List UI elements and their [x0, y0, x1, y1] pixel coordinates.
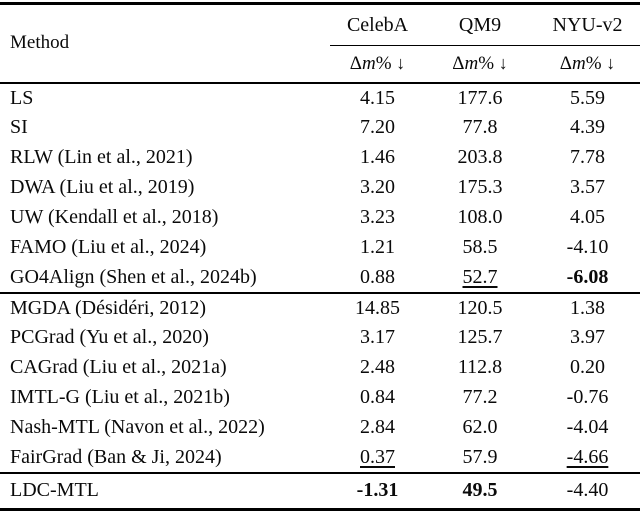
delta-symbol: Δ: [452, 52, 465, 74]
value-cell: 108.0: [457, 206, 503, 228]
value-cell: 0.88: [360, 265, 395, 288]
value-cell: 0.84: [360, 386, 395, 408]
table-row: SI 7.20 77.8 4.39: [0, 113, 640, 143]
mtl-results-table: Method CelebA QM9 NYU-v2 Δm% ↓ Δm% ↓ Δm%…: [0, 2, 640, 511]
value-cell: -0.76: [566, 386, 609, 408]
value-cell: 3.23: [360, 206, 395, 228]
value-cell: 77.8: [462, 116, 498, 138]
table-row: RLW (Lin et al., 2021) 1.46 203.8 7.78: [0, 143, 640, 173]
delta-symbol: Δ: [559, 52, 572, 74]
down-arrow-icon: ↓: [396, 52, 406, 73]
m-variable: m: [464, 52, 479, 74]
value-cell: 3.20: [360, 176, 395, 198]
value-cell: 112.8: [457, 356, 503, 378]
dataset-header-celeba: CelebA: [330, 3, 425, 46]
table-row: LDC-MTL -1.31 49.5 -4.40: [0, 473, 640, 510]
table-row: DWA (Liu et al., 2019) 3.20 175.3 3.57: [0, 173, 640, 203]
value-cell: 14.85: [355, 296, 400, 319]
value-cell: 1.46: [360, 146, 395, 168]
method-cell: UW (Kendall et al., 2018): [10, 206, 219, 228]
metric-header-row: Δm% ↓ Δm% ↓ Δm% ↓: [0, 46, 640, 83]
method-cell: Nash-MTL (Navon et al., 2022): [10, 416, 265, 438]
value-cell: 5.59: [570, 86, 605, 109]
dataset-header-nyu-v2: NYU-v2: [535, 3, 640, 46]
method-cell: RLW (Lin et al., 2021): [10, 146, 193, 168]
table-row: GO4Align (Shen et al., 2024b) 0.88 52.7 -6.…: [0, 263, 640, 293]
table-header: Method CelebA QM9 NYU-v2 Δm% ↓ Δm% ↓ Δm%…: [0, 3, 640, 83]
value-cell: 3.57: [570, 176, 605, 198]
value-cell: -4.66: [566, 445, 609, 468]
value-cell: -4.10: [566, 236, 609, 258]
dataset-header-qm9: QM9: [425, 3, 535, 46]
value-cell: 77.2: [462, 386, 498, 408]
value-cell: 3.97: [570, 326, 605, 348]
value-cell: 58.5: [462, 236, 498, 258]
down-arrow-icon: ↓: [606, 52, 616, 73]
value-cell: 0.37: [360, 445, 395, 468]
percent-symbol: %: [585, 52, 607, 74]
table-row: LS 4.15 177.6 5.59: [0, 83, 640, 113]
m-variable: m: [361, 52, 376, 74]
metric-header-qm9: Δm% ↓: [425, 46, 535, 83]
value-cell: 49.5: [462, 479, 498, 502]
method-cell: LDC-MTL: [10, 479, 99, 502]
value-cell: 4.15: [360, 86, 395, 109]
method-cell: CAGrad (Liu et al., 2021a): [10, 356, 227, 378]
value-cell: 7.78: [570, 146, 605, 168]
method-cell: GO4Align (Shen et al., 2024b): [10, 265, 257, 288]
dataset-header-row: Method CelebA QM9 NYU-v2: [0, 3, 640, 53]
value-cell: 0.20: [570, 356, 605, 378]
delta-symbol: Δ: [349, 52, 362, 74]
table-row: UW (Kendall et al., 2018) 3.23 108.0 4.05: [0, 203, 640, 233]
table-group-proposed-method: LDC-MTL -1.31 49.5 -4.40: [0, 472, 640, 510]
method-cell: FAMO (Liu et al., 2024): [10, 236, 207, 258]
value-cell: 2.48: [360, 356, 395, 378]
method-cell: LS: [10, 86, 34, 109]
value-cell: -4.40: [566, 479, 609, 502]
value-cell: 3.17: [360, 326, 395, 348]
value-cell: 203.8: [457, 146, 503, 168]
table-row: IMTL-G (Liu et al., 2021b) 0.84 77.2 -0.76: [0, 383, 640, 413]
value-cell: 57.9: [462, 445, 498, 468]
value-cell: -1.31: [356, 479, 399, 502]
value-cell: 125.7: [457, 326, 503, 348]
method-column-header: Method: [10, 32, 70, 54]
value-cell: -4.04: [566, 416, 609, 438]
value-cell: 120.5: [457, 296, 503, 319]
value-cell: 4.39: [570, 116, 605, 138]
value-cell: 7.20: [360, 116, 395, 138]
table-row: PCGrad (Yu et al., 2020) 3.17 125.7 3.97: [0, 323, 640, 353]
method-cell: MGDA (Désidéri, 2012): [10, 296, 207, 319]
table-row: MGDA (Désidéri, 2012) 14.85 120.5 1.38: [0, 293, 640, 323]
method-cell: IMTL-G (Liu et al., 2021b): [10, 386, 230, 408]
table-row: CAGrad (Liu et al., 2021a) 2.48 112.8 0.20: [0, 353, 640, 383]
value-cell: 52.7: [462, 265, 498, 288]
table-row: FairGrad (Ban & Ji, 2024) 0.37 57.9 -4.66: [0, 443, 640, 473]
value-cell: 4.05: [570, 206, 605, 228]
value-cell: 62.0: [462, 416, 498, 438]
table-row: FAMO (Liu et al., 2024) 1.21 58.5 -4.10: [0, 233, 640, 263]
table-row: Nash-MTL (Navon et al., 2022) 2.84 62.0 -4.…: [0, 413, 640, 443]
value-cell: 177.6: [457, 86, 503, 109]
metric-header-celeba: Δm% ↓: [330, 46, 425, 83]
table-group-gradient-methods: MGDA (Désidéri, 2012) 14.85 120.5 1.38 PCGra…: [0, 292, 640, 473]
method-cell: SI: [10, 116, 28, 138]
method-cell: FairGrad (Ban & Ji, 2024): [10, 445, 222, 468]
value-cell: 1.21: [360, 236, 395, 258]
down-arrow-icon: ↓: [498, 52, 508, 73]
method-cell: PCGrad (Yu et al., 2020): [10, 326, 209, 348]
value-cell: 2.84: [360, 416, 395, 438]
m-variable: m: [571, 52, 586, 74]
percent-symbol: %: [478, 52, 499, 74]
table-group-baselines: LS 4.15 177.6 5.59 SI 7.20 77.8 4.39 RLW (Lin et…: [0, 83, 640, 293]
value-cell: -6.08: [566, 265, 609, 288]
percent-symbol: %: [375, 52, 397, 74]
value-cell: 175.3: [457, 176, 503, 198]
method-cell: DWA (Liu et al., 2019): [10, 176, 195, 198]
metric-header-nyu-v2: Δm% ↓: [535, 46, 640, 83]
value-cell: 1.38: [570, 296, 605, 319]
